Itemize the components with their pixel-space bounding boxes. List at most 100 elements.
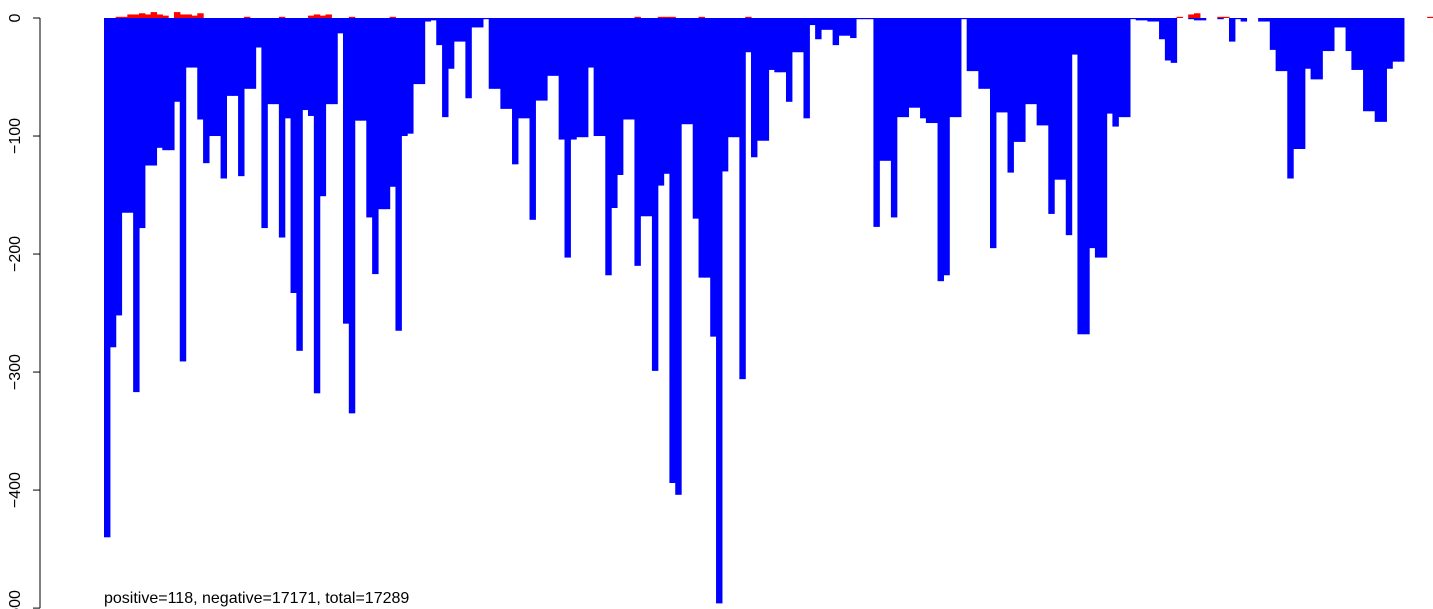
bar-positive xyxy=(162,15,169,18)
bar-negative xyxy=(914,18,921,108)
bar-negative xyxy=(337,18,344,34)
bar-negative xyxy=(477,18,484,28)
bar-negative xyxy=(395,18,402,331)
bar-negative xyxy=(949,18,956,118)
y-tick-label: −300 xyxy=(7,354,24,390)
bar-negative xyxy=(418,18,426,85)
bar-negative xyxy=(459,18,466,42)
bar-positive xyxy=(1223,16,1230,18)
bar-negative xyxy=(1304,18,1312,69)
y-tick-label: −400 xyxy=(7,472,24,508)
bar-positive xyxy=(1188,14,1195,18)
bar-negative xyxy=(902,18,909,118)
bar-negative xyxy=(168,18,175,151)
bar-negative xyxy=(855,18,863,20)
bar-negative xyxy=(430,18,437,21)
bar-negative xyxy=(896,18,904,118)
bar-negative xyxy=(1054,18,1061,180)
bar-negative xyxy=(1269,18,1277,50)
bar-positive xyxy=(698,16,705,18)
bar-negative xyxy=(1135,18,1143,21)
bar-negative xyxy=(412,18,420,85)
bar-negative xyxy=(774,18,781,73)
bar-negative xyxy=(179,18,187,362)
bar-positive xyxy=(185,14,193,18)
bar-positive xyxy=(745,16,752,18)
bar-negative xyxy=(156,18,163,148)
bar-positive xyxy=(115,16,123,18)
bar-negative xyxy=(1240,18,1248,22)
bar-negative xyxy=(296,18,303,351)
bar-negative xyxy=(115,18,123,316)
bar-negative xyxy=(820,18,828,30)
bar-negative xyxy=(1188,18,1195,20)
bar-positive xyxy=(278,16,286,18)
bar-negative xyxy=(1089,18,1096,249)
bar-negative xyxy=(1153,18,1160,22)
bar-negative xyxy=(809,18,816,26)
bar-negative xyxy=(442,18,449,118)
bar-negative xyxy=(1368,18,1376,112)
bar-negative xyxy=(692,18,700,219)
bar-positive xyxy=(1194,13,1201,18)
bar-negative xyxy=(348,18,356,414)
bar-negative xyxy=(890,18,898,218)
y-tick-label: −100 xyxy=(7,118,24,154)
bar-negative xyxy=(197,18,204,120)
bar-negative xyxy=(1129,18,1137,20)
bar-positive xyxy=(308,15,315,18)
bar-positive xyxy=(133,14,140,18)
bar-negative xyxy=(716,18,723,604)
bar-negative xyxy=(1030,18,1038,105)
bar-negative xyxy=(319,18,327,197)
bar-positive xyxy=(1427,16,1433,18)
y-tick-label: −200 xyxy=(7,236,24,272)
bar-positive xyxy=(127,14,134,18)
bar-negative xyxy=(290,18,297,293)
bar-negative xyxy=(972,18,979,72)
bar-positive xyxy=(121,16,128,18)
bar-negative xyxy=(721,18,729,172)
bar-negative xyxy=(447,18,455,69)
bar-negative xyxy=(704,18,711,278)
bar-negative xyxy=(377,18,385,210)
bar-negative xyxy=(494,18,501,89)
bar-negative xyxy=(354,18,362,121)
bar-negative xyxy=(500,18,507,109)
bar-negative xyxy=(471,18,478,28)
bar-negative xyxy=(308,18,315,116)
bar-negative xyxy=(832,18,840,46)
bar-negative xyxy=(547,18,554,76)
y-tick-label: −500 xyxy=(7,590,24,609)
bar-negative xyxy=(1392,18,1399,62)
bar-negative xyxy=(372,18,379,275)
bar-negative xyxy=(867,18,875,20)
bar-negative xyxy=(1345,18,1352,52)
bar-negative xyxy=(686,18,694,125)
bar-negative xyxy=(453,18,461,42)
bar-negative xyxy=(138,18,146,229)
bar-negative xyxy=(634,18,641,266)
bar-negative xyxy=(966,18,974,72)
bar-positive xyxy=(634,16,641,18)
bar-negative xyxy=(360,18,367,121)
bar-negative xyxy=(622,18,630,120)
bar-negative xyxy=(541,18,548,101)
bar-negative xyxy=(657,18,665,186)
bar-negative xyxy=(768,18,775,70)
bar-negative xyxy=(955,18,962,118)
bar-negative xyxy=(535,18,542,101)
bar-negative xyxy=(581,18,589,138)
bar-negative xyxy=(1118,18,1125,118)
bar-negative xyxy=(331,18,338,105)
bar-negative xyxy=(745,18,752,53)
bar-negative xyxy=(214,18,222,137)
bar-negative xyxy=(488,18,496,89)
bar-negative xyxy=(791,18,799,53)
bar-negative xyxy=(1293,18,1300,149)
bar-negative xyxy=(1077,18,1084,335)
bar-negative xyxy=(937,18,944,282)
bar-negative xyxy=(523,18,531,119)
bar-negative xyxy=(127,18,134,213)
bar-negative xyxy=(366,18,373,218)
